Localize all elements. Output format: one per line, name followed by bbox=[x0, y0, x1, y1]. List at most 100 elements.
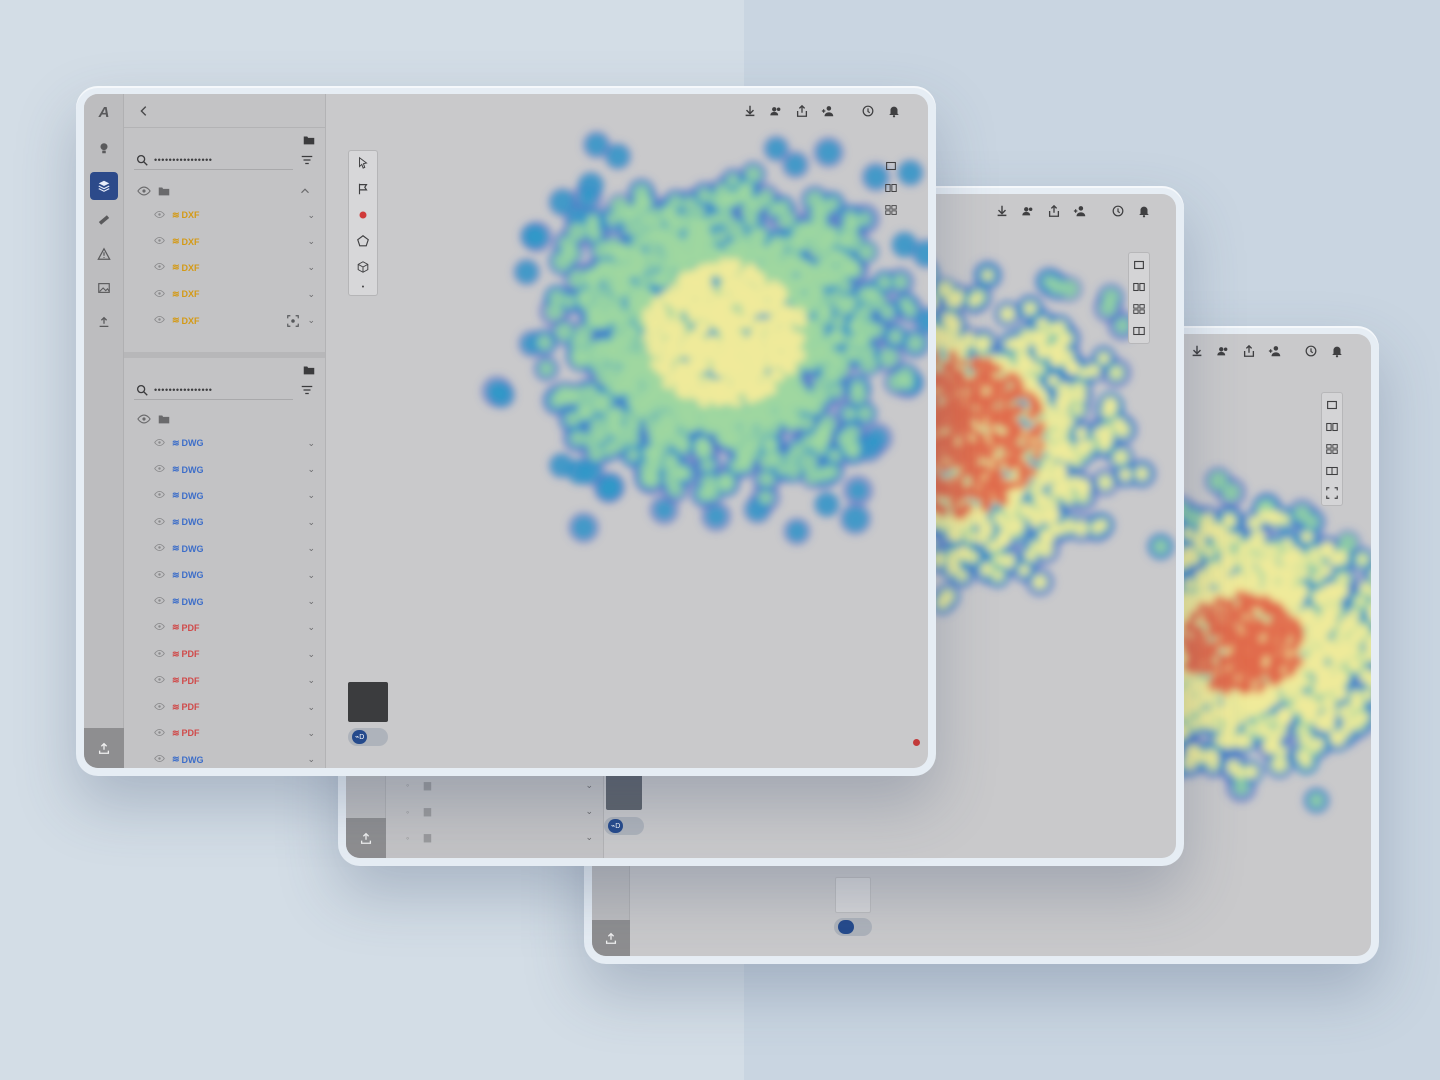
heat-blob bbox=[1294, 678, 1304, 688]
heat-blob bbox=[1338, 704, 1354, 720]
mode-toggle[interactable] bbox=[834, 918, 872, 936]
share-icon[interactable] bbox=[1241, 343, 1257, 359]
heat-blob bbox=[1220, 553, 1235, 569]
heat-blob bbox=[1224, 605, 1237, 618]
heat-blob bbox=[1245, 723, 1255, 734]
heat-blob bbox=[1220, 623, 1231, 633]
heat-blob bbox=[1256, 718, 1266, 728]
heat-blob bbox=[1291, 626, 1304, 638]
heat-blob bbox=[1224, 514, 1234, 525]
heat-blob bbox=[1230, 534, 1241, 545]
heat-blob bbox=[1261, 726, 1273, 737]
download-icon[interactable] bbox=[1189, 343, 1205, 359]
heat-blob bbox=[1301, 531, 1313, 543]
heat-blob bbox=[1234, 780, 1249, 795]
heat-blob bbox=[1271, 544, 1281, 554]
heat-blob bbox=[1189, 718, 1200, 730]
heat-blob bbox=[1249, 569, 1259, 580]
heat-blob bbox=[1204, 547, 1215, 557]
heat-blob bbox=[1313, 685, 1324, 696]
heat-blob bbox=[1222, 483, 1240, 501]
heat-blob bbox=[1270, 606, 1284, 620]
heat-blob bbox=[1245, 591, 1253, 599]
heat-blob bbox=[1189, 610, 1201, 621]
heat-blob bbox=[1323, 669, 1334, 679]
heat-blob bbox=[1247, 516, 1262, 530]
heat-blob bbox=[1276, 635, 1289, 647]
heat-blob bbox=[1253, 554, 1266, 568]
heat-blob bbox=[1338, 534, 1357, 552]
heat-blob bbox=[1328, 552, 1343, 567]
heat-blob bbox=[1292, 644, 1300, 653]
heat-blob bbox=[1283, 690, 1294, 701]
heat-blob bbox=[1220, 633, 1232, 645]
heat-blob bbox=[1208, 759, 1218, 770]
heat-blob bbox=[1277, 707, 1293, 722]
add-user-icon[interactable] bbox=[1267, 343, 1283, 359]
split-view-icon[interactable] bbox=[1324, 419, 1340, 435]
heat-blob bbox=[1243, 605, 1254, 615]
heat-blob bbox=[1206, 609, 1217, 620]
heat-blob bbox=[1308, 547, 1321, 560]
heat-blob bbox=[1282, 550, 1297, 565]
heat-blob bbox=[1259, 622, 1267, 630]
heat-blob bbox=[1298, 725, 1308, 735]
heat-blob bbox=[1272, 757, 1287, 772]
heat-blob bbox=[1349, 608, 1360, 619]
heat-blob bbox=[1319, 564, 1333, 577]
heat-blob bbox=[1227, 679, 1239, 691]
heat-blob bbox=[1297, 749, 1311, 763]
heat-blob bbox=[1183, 528, 1193, 539]
heat-blob bbox=[1233, 659, 1246, 671]
heat-blob bbox=[1309, 644, 1320, 654]
heat-blob bbox=[1323, 705, 1337, 719]
heat-blob bbox=[1326, 592, 1341, 607]
heat-blob bbox=[1285, 664, 1296, 675]
team-icon[interactable] bbox=[1215, 343, 1231, 359]
heat-blob bbox=[1267, 510, 1283, 526]
heat-blob bbox=[1267, 671, 1276, 679]
heat-blob bbox=[1306, 627, 1318, 639]
heat-blob bbox=[1222, 655, 1232, 665]
toggle-knob bbox=[838, 920, 854, 934]
heat-blob bbox=[1282, 539, 1293, 550]
topbar-actions-back bbox=[1189, 334, 1345, 368]
heat-blob bbox=[1206, 643, 1215, 653]
heat-blob bbox=[1274, 671, 1286, 682]
view-toolbar-back bbox=[1321, 392, 1343, 506]
upload-button[interactable] bbox=[592, 920, 630, 956]
heat-blob bbox=[1303, 611, 1317, 626]
heat-blob bbox=[1338, 625, 1349, 636]
heat-blob bbox=[1277, 571, 1290, 583]
bell-icon[interactable] bbox=[1329, 343, 1345, 359]
history-icon[interactable] bbox=[1303, 343, 1319, 359]
heat-blob bbox=[1337, 573, 1349, 585]
heat-blob bbox=[1263, 738, 1278, 754]
heat-blob bbox=[1196, 690, 1211, 706]
heat-blob bbox=[1208, 706, 1221, 719]
heat-blob bbox=[1309, 793, 1324, 808]
heat-blob bbox=[1313, 716, 1329, 731]
heat-blob bbox=[1235, 572, 1247, 585]
heat-blob bbox=[1321, 604, 1331, 614]
heat-blob bbox=[1255, 679, 1268, 691]
heat-blob bbox=[1286, 591, 1298, 603]
heat-blob bbox=[1215, 607, 1225, 617]
color-swatch[interactable] bbox=[835, 877, 871, 913]
fit-screen-icon[interactable] bbox=[1324, 485, 1340, 501]
heat-blob bbox=[1186, 745, 1201, 760]
heat-blob bbox=[1232, 644, 1245, 657]
compare-view-icon[interactable] bbox=[1324, 463, 1340, 479]
heat-blob bbox=[1261, 607, 1271, 616]
upload-icon bbox=[603, 930, 619, 946]
heat-blob bbox=[1237, 603, 1245, 611]
heat-blob bbox=[1226, 735, 1238, 747]
heat-blob bbox=[1366, 565, 1371, 585]
heat-blob bbox=[1184, 643, 1197, 656]
heat-blob bbox=[1309, 654, 1325, 670]
grid-view-icon[interactable] bbox=[1324, 441, 1340, 457]
heat-blob bbox=[1302, 708, 1314, 720]
heat-blob bbox=[1301, 554, 1311, 565]
single-view-icon[interactable] bbox=[1324, 397, 1340, 413]
heat-blob bbox=[1185, 510, 1201, 526]
